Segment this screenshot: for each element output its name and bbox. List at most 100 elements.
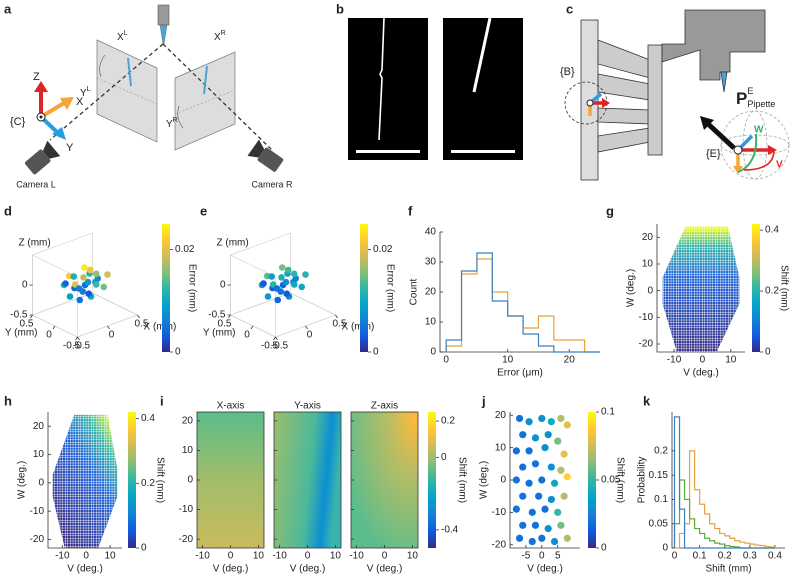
data-point — [92, 281, 100, 288]
data-point — [86, 266, 94, 274]
y-tick — [52, 325, 56, 330]
colorbar-tick-label: 0.4 — [765, 225, 779, 236]
data-point — [528, 508, 536, 516]
colorbar — [752, 224, 760, 352]
data-point — [515, 534, 524, 542]
y-tick-label: 10 — [495, 442, 507, 453]
z-tick-label: -0.5 — [208, 310, 226, 321]
data-point — [260, 280, 267, 287]
x-tick-label: 0.2 — [718, 551, 732, 562]
data-point — [563, 473, 571, 481]
x-tick-label: 10 — [253, 551, 265, 562]
x-tick-label: 10 — [502, 355, 514, 366]
y-tick-label: -10 — [30, 506, 45, 517]
x-tick-label: 10 — [407, 551, 419, 562]
map-x — [197, 412, 264, 548]
histogram-step — [673, 416, 775, 549]
data-point — [541, 444, 549, 452]
images-b — [348, 17, 523, 160]
data-point — [92, 270, 100, 278]
x-tick-label: 0 — [109, 330, 115, 341]
x-tick-label: 0 — [672, 551, 678, 562]
data-point — [290, 281, 298, 288]
data-point — [535, 492, 543, 500]
data-point — [550, 479, 559, 487]
y-tick — [250, 325, 254, 330]
y-tick-label: 10 — [182, 445, 194, 456]
y-tick — [273, 336, 276, 341]
data-point — [512, 505, 520, 513]
x-tick-label: 0 — [228, 551, 234, 562]
x-tick — [137, 314, 140, 319]
y-tick-label: 0 — [46, 330, 52, 341]
colorbar-tick-label: 0 — [601, 543, 607, 554]
colorbar-label: Shift (mm) — [778, 265, 789, 311]
axis-label: W — [754, 125, 764, 136]
data-point — [290, 270, 298, 278]
panel-label: c — [566, 1, 573, 16]
data-point — [85, 290, 93, 298]
colorbar — [588, 412, 596, 548]
axis-label: V — [776, 160, 783, 171]
y-tick-label: -20 — [639, 339, 654, 350]
x-tick-label: 20 — [564, 355, 576, 366]
data-point — [282, 278, 290, 286]
x-axis-label: X (mm) — [144, 322, 177, 333]
x-tick-label: 0.4 — [768, 551, 782, 562]
frame-name: {B} — [560, 66, 575, 78]
data-point — [544, 431, 552, 439]
map-z — [351, 412, 418, 548]
data-point — [512, 476, 520, 484]
y-tick-label: -20 — [492, 539, 507, 550]
y-tick-label: 20 — [182, 416, 194, 427]
colorbar-tick-label: 0 — [441, 452, 447, 463]
data-point — [66, 293, 74, 300]
frame-axis: X — [76, 96, 84, 108]
colorbar-tick-label: 0.05 — [601, 475, 621, 486]
x-axis-label: V (deg.) — [213, 564, 249, 575]
side-wall — [32, 254, 78, 338]
x-tick-label: -10 — [195, 551, 210, 562]
y-tick-label: 20 — [33, 421, 45, 432]
x-tick-label: 0 — [83, 551, 89, 562]
y-tick-label: 0 — [38, 477, 44, 488]
data-point — [563, 534, 571, 542]
data-point — [547, 418, 555, 426]
z-tick-label: -0.5 — [10, 310, 28, 321]
side-wall — [230, 254, 276, 338]
data-point — [538, 414, 546, 423]
x-axis-label: V (deg.) — [67, 564, 103, 575]
data-point — [519, 431, 527, 439]
data-point — [278, 274, 285, 281]
frame-axis: Z — [33, 71, 40, 83]
panel-label: h — [4, 393, 12, 408]
colorbar — [360, 224, 368, 352]
data-point — [538, 534, 546, 542]
data-point — [525, 479, 533, 487]
data-point — [298, 283, 306, 291]
data-point — [80, 274, 87, 281]
y-tick-label: 0 — [647, 285, 653, 296]
y-axis-label: Y (mm) — [203, 328, 236, 339]
y-tick-label: 20 — [425, 287, 437, 298]
schematic-a — [24, 4, 284, 175]
data-point — [519, 492, 527, 500]
data-point — [560, 450, 568, 458]
panel-label: i — [160, 393, 164, 408]
x-tick — [305, 325, 308, 330]
y-tick-label: 0 — [430, 347, 436, 358]
y-tick-label: 20 — [642, 232, 654, 243]
data-point — [531, 434, 540, 442]
y-tick-label: 0.2 — [654, 445, 668, 456]
histogram-step — [674, 450, 776, 549]
x-tick-label: 0 — [539, 551, 545, 562]
data-point — [283, 290, 291, 298]
panel-label: j — [481, 393, 486, 408]
y-axis-label: W (deg.) — [479, 461, 490, 499]
data-point — [547, 463, 555, 471]
x-tick-label: 0.5 — [333, 319, 347, 330]
map-title: Z-axis — [371, 401, 398, 412]
data-point — [554, 437, 562, 445]
y-tick-label: 40 — [425, 227, 437, 238]
